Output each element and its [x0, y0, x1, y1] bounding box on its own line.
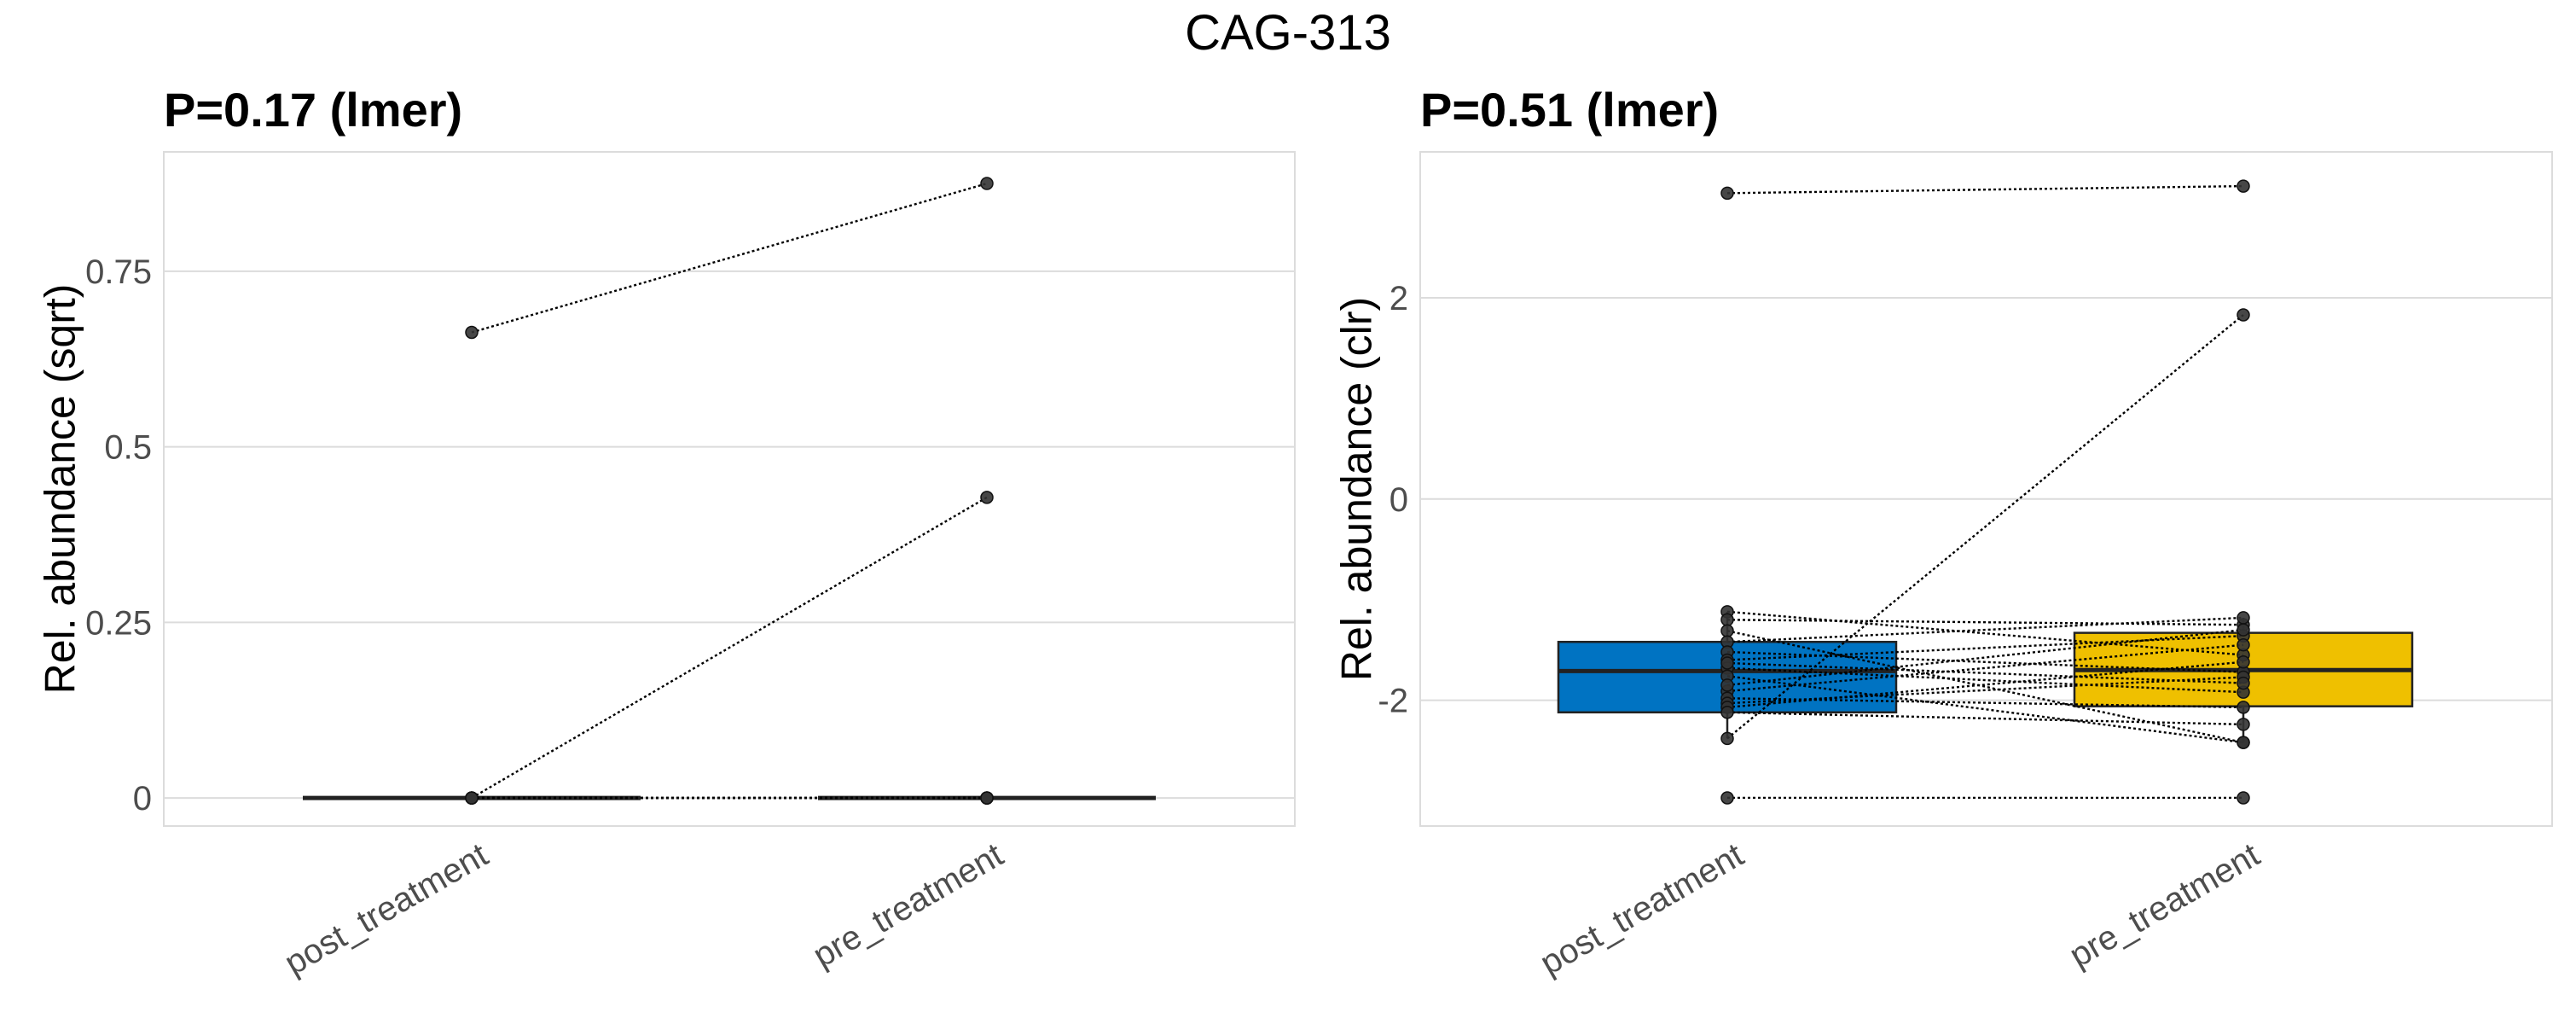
- pair-line: [1726, 661, 2244, 684]
- pair-line: [1726, 184, 2244, 195]
- pair-line: [471, 182, 988, 334]
- y-tick-label: 0.75: [85, 253, 152, 291]
- x-tick-label: post_treatment: [278, 836, 494, 983]
- data-point: [2237, 736, 2250, 749]
- data-point: [2237, 791, 2250, 805]
- data-point: [2237, 718, 2250, 731]
- x-tick-label: post_treatment: [1534, 836, 1749, 983]
- pair-line: [1726, 676, 2244, 705]
- y-tick-label: 0: [133, 780, 152, 817]
- pair-line: [1726, 616, 2244, 643]
- data-point: [1720, 731, 1734, 746]
- pair-line: [1726, 660, 2244, 709]
- data-point: [980, 791, 994, 805]
- pair-line: [1726, 697, 2244, 709]
- pair-line: [1726, 711, 2244, 726]
- data-point: [1720, 613, 1734, 627]
- y-tick-label: 0: [1390, 481, 1408, 519]
- y-tick-label: 0.5: [104, 429, 152, 467]
- panel-2-y-axis-label: Rel. abundance (clr): [1333, 297, 1381, 681]
- data-point: [2237, 655, 2250, 669]
- pair-line: [1726, 643, 2244, 693]
- pair-line: [1726, 314, 2244, 740]
- x-tick-label: pre_treatment: [2063, 836, 2266, 975]
- data-point: [2237, 638, 2250, 652]
- panel-1-subtitle: P=0.17 (lmer): [164, 83, 462, 137]
- pair-line: [1726, 619, 2244, 626]
- pair-line: [1726, 610, 2244, 656]
- data-point: [980, 177, 994, 190]
- data-point: [1720, 186, 1734, 201]
- panel-2-frame: [1419, 151, 2553, 827]
- data-point: [980, 491, 994, 504]
- data-point: [1720, 791, 1734, 805]
- figure-title: CAG-313: [1185, 5, 1391, 61]
- data-point: [2237, 676, 2250, 690]
- panel-2-subtitle: P=0.51 (lmer): [1420, 83, 1719, 137]
- data-point: [465, 325, 479, 340]
- data-point: [2237, 308, 2250, 322]
- data-point: [465, 791, 479, 805]
- pair-line: [471, 496, 988, 800]
- y-tick-label: -2: [1378, 683, 1408, 720]
- data-point: [1720, 624, 1734, 638]
- pair-line: [1726, 666, 2244, 694]
- data-point: [2237, 179, 2250, 193]
- panel-1-y-axis-label: Rel. abundance (sqrt): [37, 284, 84, 695]
- data-point: [2237, 611, 2250, 625]
- data-point: [2237, 701, 2250, 714]
- data-point: [2237, 623, 2250, 637]
- panel-1-frame: [163, 151, 1296, 827]
- pair-line: [1726, 630, 2244, 744]
- data-point: [1720, 678, 1734, 692]
- data-point: [1720, 656, 1734, 670]
- data-point: [1720, 706, 1734, 719]
- y-tick-label: 0.25: [85, 604, 152, 642]
- y-tick-label: 2: [1390, 280, 1408, 317]
- x-tick-label: pre_treatment: [807, 836, 1010, 975]
